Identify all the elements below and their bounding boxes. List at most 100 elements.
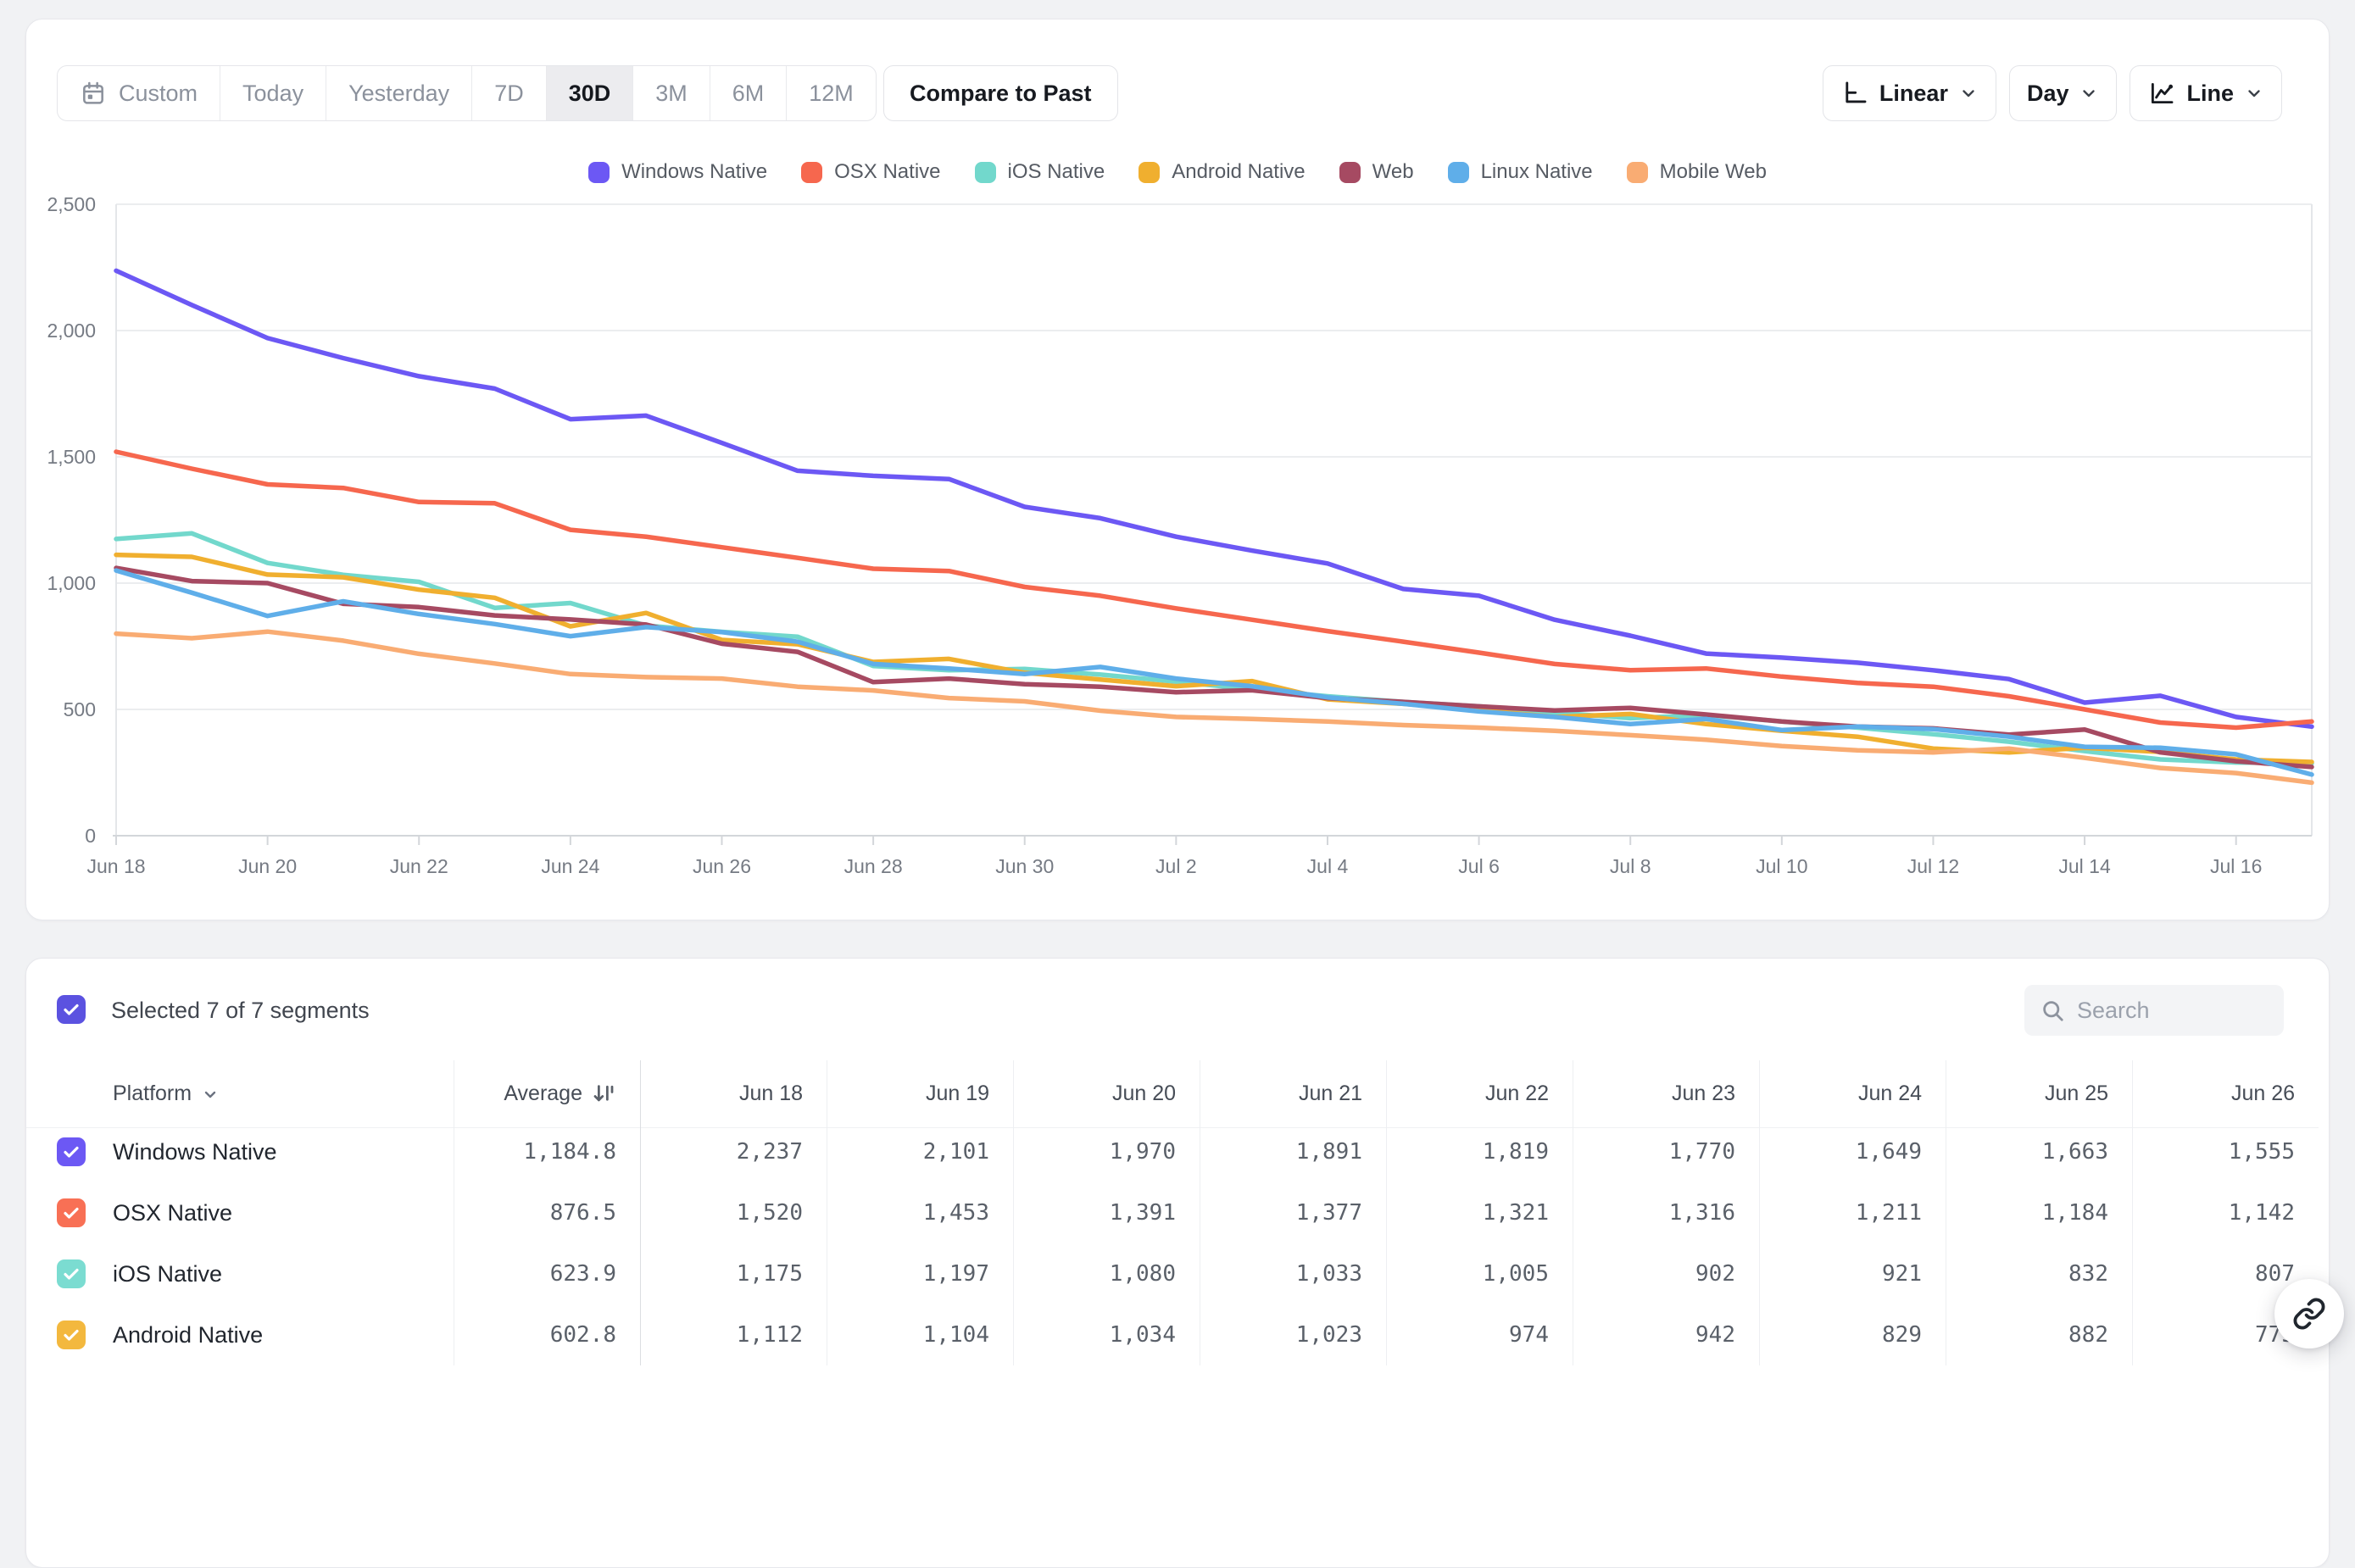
- range-label: 6M: [732, 80, 765, 106]
- search-input[interactable]: [2077, 997, 2269, 1024]
- column-header-label: Jun 24: [1857, 1081, 1922, 1105]
- column-header-average[interactable]: Average: [454, 1060, 640, 1128]
- segment-name: Windows Native: [113, 1138, 277, 1165]
- table-cell-windows-native-jun-26: 1,555: [2132, 1121, 2319, 1182]
- column-header-jun-25[interactable]: Jun 25: [1946, 1060, 2132, 1128]
- series-line-windows-native[interactable]: [114, 268, 2314, 730]
- range-7d[interactable]: 7D: [471, 66, 546, 120]
- series-line-ios-native[interactable]: [114, 531, 2314, 766]
- column-header-platform[interactable]: Platform: [26, 1060, 454, 1128]
- column-header-jun-19[interactable]: Jun 19: [827, 1060, 1013, 1128]
- table-cell-windows-native-jun-22: 1,819: [1386, 1121, 1573, 1182]
- segment-row-android-native[interactable]: Android Native: [26, 1304, 454, 1365]
- legend-swatch: [588, 161, 610, 183]
- segment-row-windows-native[interactable]: Windows Native: [26, 1121, 454, 1182]
- chart-legend: Windows Native OSX Native iOS Native Androi…: [26, 160, 2329, 184]
- legend-label: OSX Native: [834, 160, 941, 183]
- column-header-label: Jun 22: [1484, 1081, 1549, 1105]
- table-cell-osx-native-jun-18: 1,520: [640, 1182, 827, 1243]
- range-label: Yesterday: [348, 80, 450, 106]
- column-header-jun-20[interactable]: Jun 20: [1013, 1060, 1200, 1128]
- column-header-label: Jun 18: [738, 1081, 803, 1105]
- line-chart-icon: [2147, 79, 2176, 108]
- table-cell-osx-native-jun-25: 1,184: [1946, 1182, 2132, 1243]
- scale-label: Linear: [1879, 80, 1948, 106]
- table-cell-osx-native-jun-21: 1,377: [1200, 1182, 1386, 1243]
- segments-table: Platform Average Jun 18 Jun 19 Jun 20 Jun 21 J…: [26, 1060, 2319, 1365]
- range-today[interactable]: Today: [220, 66, 326, 120]
- x-axis-label: Jul 16: [2210, 855, 2263, 877]
- range-label: 7D: [494, 80, 524, 106]
- x-axis-label: Jul 6: [1458, 855, 1500, 877]
- range-label: 12M: [809, 80, 854, 106]
- range-12m[interactable]: 12M: [786, 66, 876, 120]
- column-header-label: Average: [504, 1081, 582, 1105]
- y-axis-label: 1,000: [47, 572, 96, 594]
- series-line-osx-native[interactable]: [114, 449, 2314, 731]
- compare-to-past-button[interactable]: Compare to Past: [883, 65, 1118, 121]
- scale-dropdown[interactable]: Linear: [1822, 65, 1996, 121]
- chevron-down-icon: [200, 1084, 220, 1104]
- range-30d[interactable]: 30D: [545, 66, 633, 120]
- interval-dropdown[interactable]: Day: [2008, 65, 2118, 121]
- legend-item-ios-native[interactable]: iOS Native: [974, 160, 1105, 184]
- segment-row-ios-native[interactable]: iOS Native: [26, 1243, 454, 1304]
- chart-type-dropdown[interactable]: Line: [2130, 65, 2282, 121]
- range-6m[interactable]: 6M: [709, 66, 787, 120]
- column-header-jun-24[interactable]: Jun 24: [1759, 1060, 1946, 1128]
- series-line-linux-native[interactable]: [114, 568, 2314, 777]
- column-header-jun-23[interactable]: Jun 23: [1573, 1060, 1759, 1128]
- legend-item-osx-native[interactable]: OSX Native: [801, 160, 941, 184]
- range-label: 3M: [655, 80, 688, 106]
- legend-label: Mobile Web: [1659, 160, 1767, 183]
- table-cell-windows-native-jun-23: 1,770: [1573, 1121, 1759, 1182]
- search-box: [2024, 985, 2284, 1036]
- legend-item-web[interactable]: Web: [1339, 160, 1414, 184]
- legend-swatch: [1339, 161, 1361, 183]
- segment-checkbox-android-native[interactable]: [57, 1321, 86, 1349]
- table-cell-ios-native-jun-22: 1,005: [1386, 1243, 1573, 1304]
- linear-axes-icon: [1840, 79, 1869, 108]
- range-custom[interactable]: Custom: [58, 66, 220, 120]
- y-axis-label: 2,500: [47, 193, 96, 215]
- table-cell-android-native-jun-22: 974: [1386, 1304, 1573, 1365]
- share-link-button[interactable]: [2274, 1279, 2344, 1348]
- table-cell-windows-native-jun-18: 2,237: [640, 1121, 827, 1182]
- legend-item-linux-native[interactable]: Linux Native: [1447, 160, 1593, 184]
- legend-item-windows-native[interactable]: Windows Native: [588, 160, 767, 184]
- x-axis-label: Jul 14: [2058, 855, 2111, 877]
- legend-item-mobile-web[interactable]: Mobile Web: [1626, 160, 1767, 184]
- segment-checkbox-ios-native[interactable]: [57, 1259, 86, 1288]
- y-axis-label: 2,000: [47, 320, 96, 342]
- column-header-label: Jun 20: [1111, 1081, 1176, 1105]
- column-header-jun-26[interactable]: Jun 26: [2132, 1060, 2319, 1128]
- check-icon: [64, 1004, 79, 1015]
- table-cell-ios-native-jun-21: 1,033: [1200, 1243, 1386, 1304]
- legend-swatch: [1626, 161, 1648, 183]
- table-cell-ios-native-jun-23: 902: [1573, 1243, 1759, 1304]
- table-cell-ios-native-average: 623.9: [454, 1243, 640, 1304]
- column-header-jun-22[interactable]: Jun 22: [1386, 1060, 1573, 1128]
- table-cell-windows-native-jun-21: 1,891: [1200, 1121, 1386, 1182]
- segment-row-osx-native[interactable]: OSX Native: [26, 1182, 454, 1243]
- x-axis-label: Jul 4: [1306, 855, 1349, 877]
- segment-name: Android Native: [113, 1321, 264, 1348]
- table-cell-android-native-jun-25: 882: [1946, 1304, 2132, 1365]
- link-icon: [2293, 1298, 2325, 1330]
- select-all-checkbox[interactable]: [57, 995, 86, 1024]
- segment-checkbox-windows-native[interactable]: [57, 1137, 86, 1166]
- segment-checkbox-osx-native[interactable]: [57, 1198, 86, 1227]
- chevron-down-icon: [2244, 83, 2264, 103]
- range-3m[interactable]: 3M: [632, 66, 710, 120]
- table-cell-ios-native-jun-20: 1,080: [1013, 1243, 1200, 1304]
- column-header-jun-21[interactable]: Jun 21: [1200, 1060, 1386, 1128]
- series-line-mobile-web[interactable]: [114, 629, 2314, 786]
- table-cell-ios-native-jun-25: 832: [1946, 1243, 2132, 1304]
- column-header-jun-18[interactable]: Jun 18: [640, 1060, 827, 1128]
- range-yesterday[interactable]: Yesterday: [326, 66, 471, 120]
- legend-item-android-native[interactable]: Android Native: [1139, 160, 1306, 184]
- x-axis-label: Jun 30: [995, 855, 1055, 877]
- interval-label: Day: [2026, 80, 2069, 106]
- range-label: Custom: [119, 80, 198, 106]
- table-cell-android-native-average: 602.8: [454, 1304, 640, 1365]
